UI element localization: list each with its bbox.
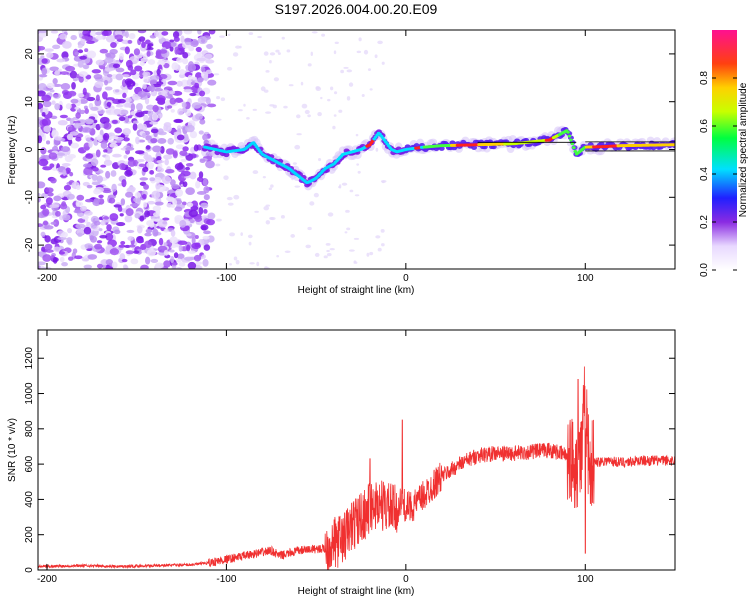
colorbar-gradient <box>712 30 737 270</box>
snr-y-tick-label: 200 <box>24 526 35 543</box>
spectrogram-x-tick-label: 0 <box>403 273 409 284</box>
spectrogram-x-ticks: -200 -100 0 100 <box>37 30 594 284</box>
snr-x-tick-label: 0 <box>403 574 409 585</box>
spectrogram-x-tick-label: 100 <box>577 273 594 284</box>
spectrogram-y-tick-label: -20 <box>24 237 35 252</box>
snr-series-line <box>38 366 675 570</box>
spectrogram-x-label: Height of straight line (km) <box>298 285 415 296</box>
snr-y-tick-label: 800 <box>24 420 35 437</box>
snr-x-label: Height of straight line (km) <box>298 586 415 597</box>
spectrogram-ridge-track <box>200 125 675 191</box>
colorbar: 0.0 0.2 0.4 0.6 0.8 Normalized spectral ampl… <box>699 30 749 277</box>
snr-y-label: SNR (10 * v/v) <box>7 418 18 482</box>
snr-y-tick-label: 600 <box>24 455 35 472</box>
snr-y-ticks: 0 200 400 600 800 1000 1200 <box>24 347 675 573</box>
colorbar-tick-label: 0.6 <box>699 119 710 133</box>
snr-y-tick-label: 1200 <box>24 347 35 370</box>
figure-title: S197.2026.004.00.20.E09 <box>275 1 438 17</box>
spectrogram-y-tick-label: -10 <box>24 190 35 205</box>
spectrogram-y-ticks: -20 -10 0 10 20 <box>24 48 675 252</box>
spectrogram-y-tick-label: 20 <box>24 48 35 60</box>
colorbar-label: Normalized spectral amplitude <box>738 82 749 217</box>
snr-x-ticks: -200 -100 0 100 <box>37 330 594 585</box>
spectrogram-x-tick-label: -100 <box>216 273 236 284</box>
spectrogram-y-tick-label: 0 <box>24 146 35 152</box>
colorbar-tick-label: 0.0 <box>699 263 710 277</box>
snr-y-tick-label: 400 <box>24 491 35 508</box>
snr-x-tick-label: 100 <box>577 574 594 585</box>
snr-x-tick-label: -200 <box>37 574 57 585</box>
colorbar-tick-label: 0.2 <box>699 215 710 229</box>
snr-x-tick-label: -100 <box>216 574 236 585</box>
snr-y-tick-label: 1000 <box>24 382 35 405</box>
spectrogram-noise <box>38 30 387 269</box>
snr-panel: -200 -100 0 100 0 200 400 600 800 1000 1200 Heigh… <box>7 329 676 597</box>
colorbar-tick-label: 0.8 <box>699 71 710 85</box>
snr-frame <box>37 329 676 571</box>
spectrogram-y-tick-label: 10 <box>24 96 35 108</box>
colorbar-tick-label: 0.4 <box>699 167 710 181</box>
spectrogram-x-tick-label: -200 <box>37 273 57 284</box>
spectrogram-y-label: Frequency (Hz) <box>7 116 18 185</box>
snr-y-tick-label: 0 <box>24 567 35 573</box>
colorbar-ticks: 0.0 0.2 0.4 0.6 0.8 <box>699 71 737 277</box>
